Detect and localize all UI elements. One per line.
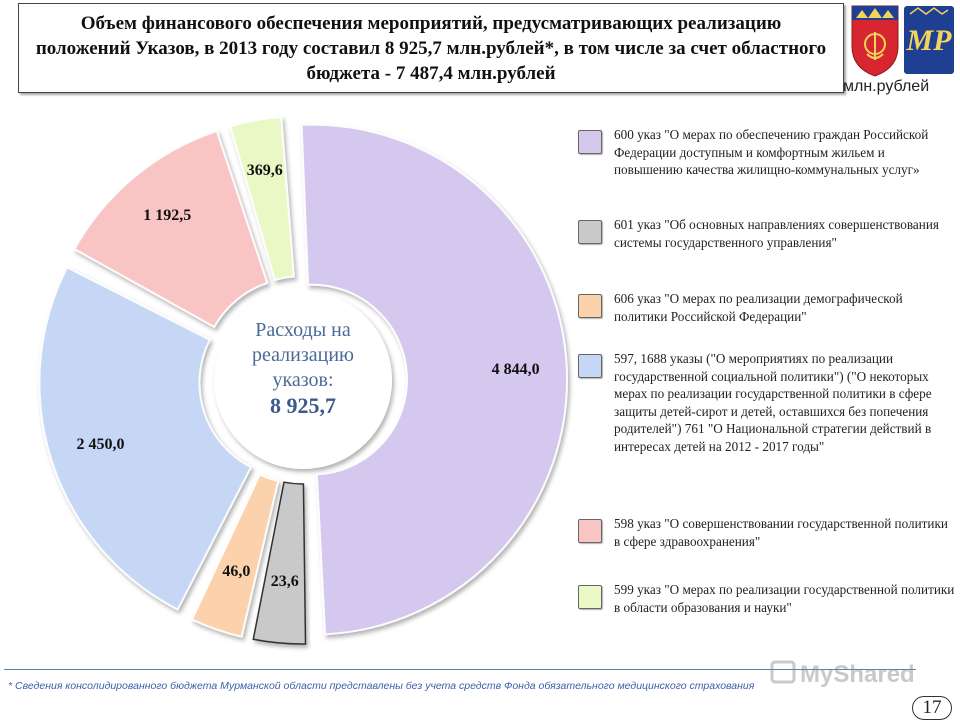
legend-swatch [578,585,602,609]
slice-598 [73,129,269,329]
slice-599 [229,115,295,282]
footer-divider [4,669,916,670]
unit-label: млн.рублей [843,78,930,95]
value-label-599: 369,6 [246,161,283,179]
legend-swatch [578,220,602,244]
footnote: * Сведения консолидированного бюджета Му… [8,680,755,692]
legend-item-600: 600 указ "О мерах по обеспечению граждан… [578,126,955,179]
legend-text: 606 указ "О мерах по реализации демограф… [614,291,903,324]
watermark-text: MyShared [800,661,915,688]
legend-text: 601 указ "Об основных направлениях совер… [614,217,939,250]
legend-text: 599 указ "О мерах по реализации государс… [614,582,955,615]
svg-text:МР: МР [906,24,953,57]
value-label-597: 2 450,0 [76,436,125,454]
value-label-600: 4 844,0 [491,361,540,379]
legend-text: 597, 1688 указы ("О мероприятиях по реал… [614,351,932,454]
legend-item-606: 606 указ "О мерах по реализации демограф… [578,290,955,325]
emblems: МР [851,5,954,77]
slice-597 [38,266,253,611]
legend-text: 600 указ "О мерах по обеспечению граждан… [614,127,929,177]
legend-item-597: 597, 1688 указы ("О мероприятиях по реал… [578,350,955,455]
legend-swatch [578,130,602,154]
legend-swatch [578,294,602,318]
slice-606 [190,473,280,638]
donut-hole [214,291,392,469]
center-total: 8 925,7 [270,393,336,418]
center-label: Расходы на реализацию указов: [252,319,354,391]
value-label-598: 1 192,5 [143,207,192,225]
watermark-icon [770,660,796,684]
watermark: MyShared [770,660,915,688]
center-text: Расходы на реализацию указов: 8 925,7 [228,318,378,418]
page-number: 17 [912,696,952,720]
mp-logo-icon: МР [904,6,954,74]
coat-of-arms-icon [851,5,899,77]
title-box: Объем финансового обеспечения мероприяти… [18,3,844,93]
legend-item-598: 598 указ "О совершенствовании государств… [578,515,955,550]
slice-600 [300,123,568,636]
legend-item-601: 601 указ "Об основных направлениях совер… [578,216,955,251]
slide-title: Объем финансового обеспечения мероприяти… [35,12,827,84]
legend-swatch [578,519,602,543]
legend-text: 598 указ "О совершенствовании государств… [614,516,948,549]
slice-601 [252,481,307,645]
legend-item-599: 599 указ "О мерах по реализации государс… [578,581,955,616]
value-label-606: 46,0 [222,562,251,580]
legend-swatch [578,354,602,378]
value-label-601: 23,6 [270,573,299,591]
